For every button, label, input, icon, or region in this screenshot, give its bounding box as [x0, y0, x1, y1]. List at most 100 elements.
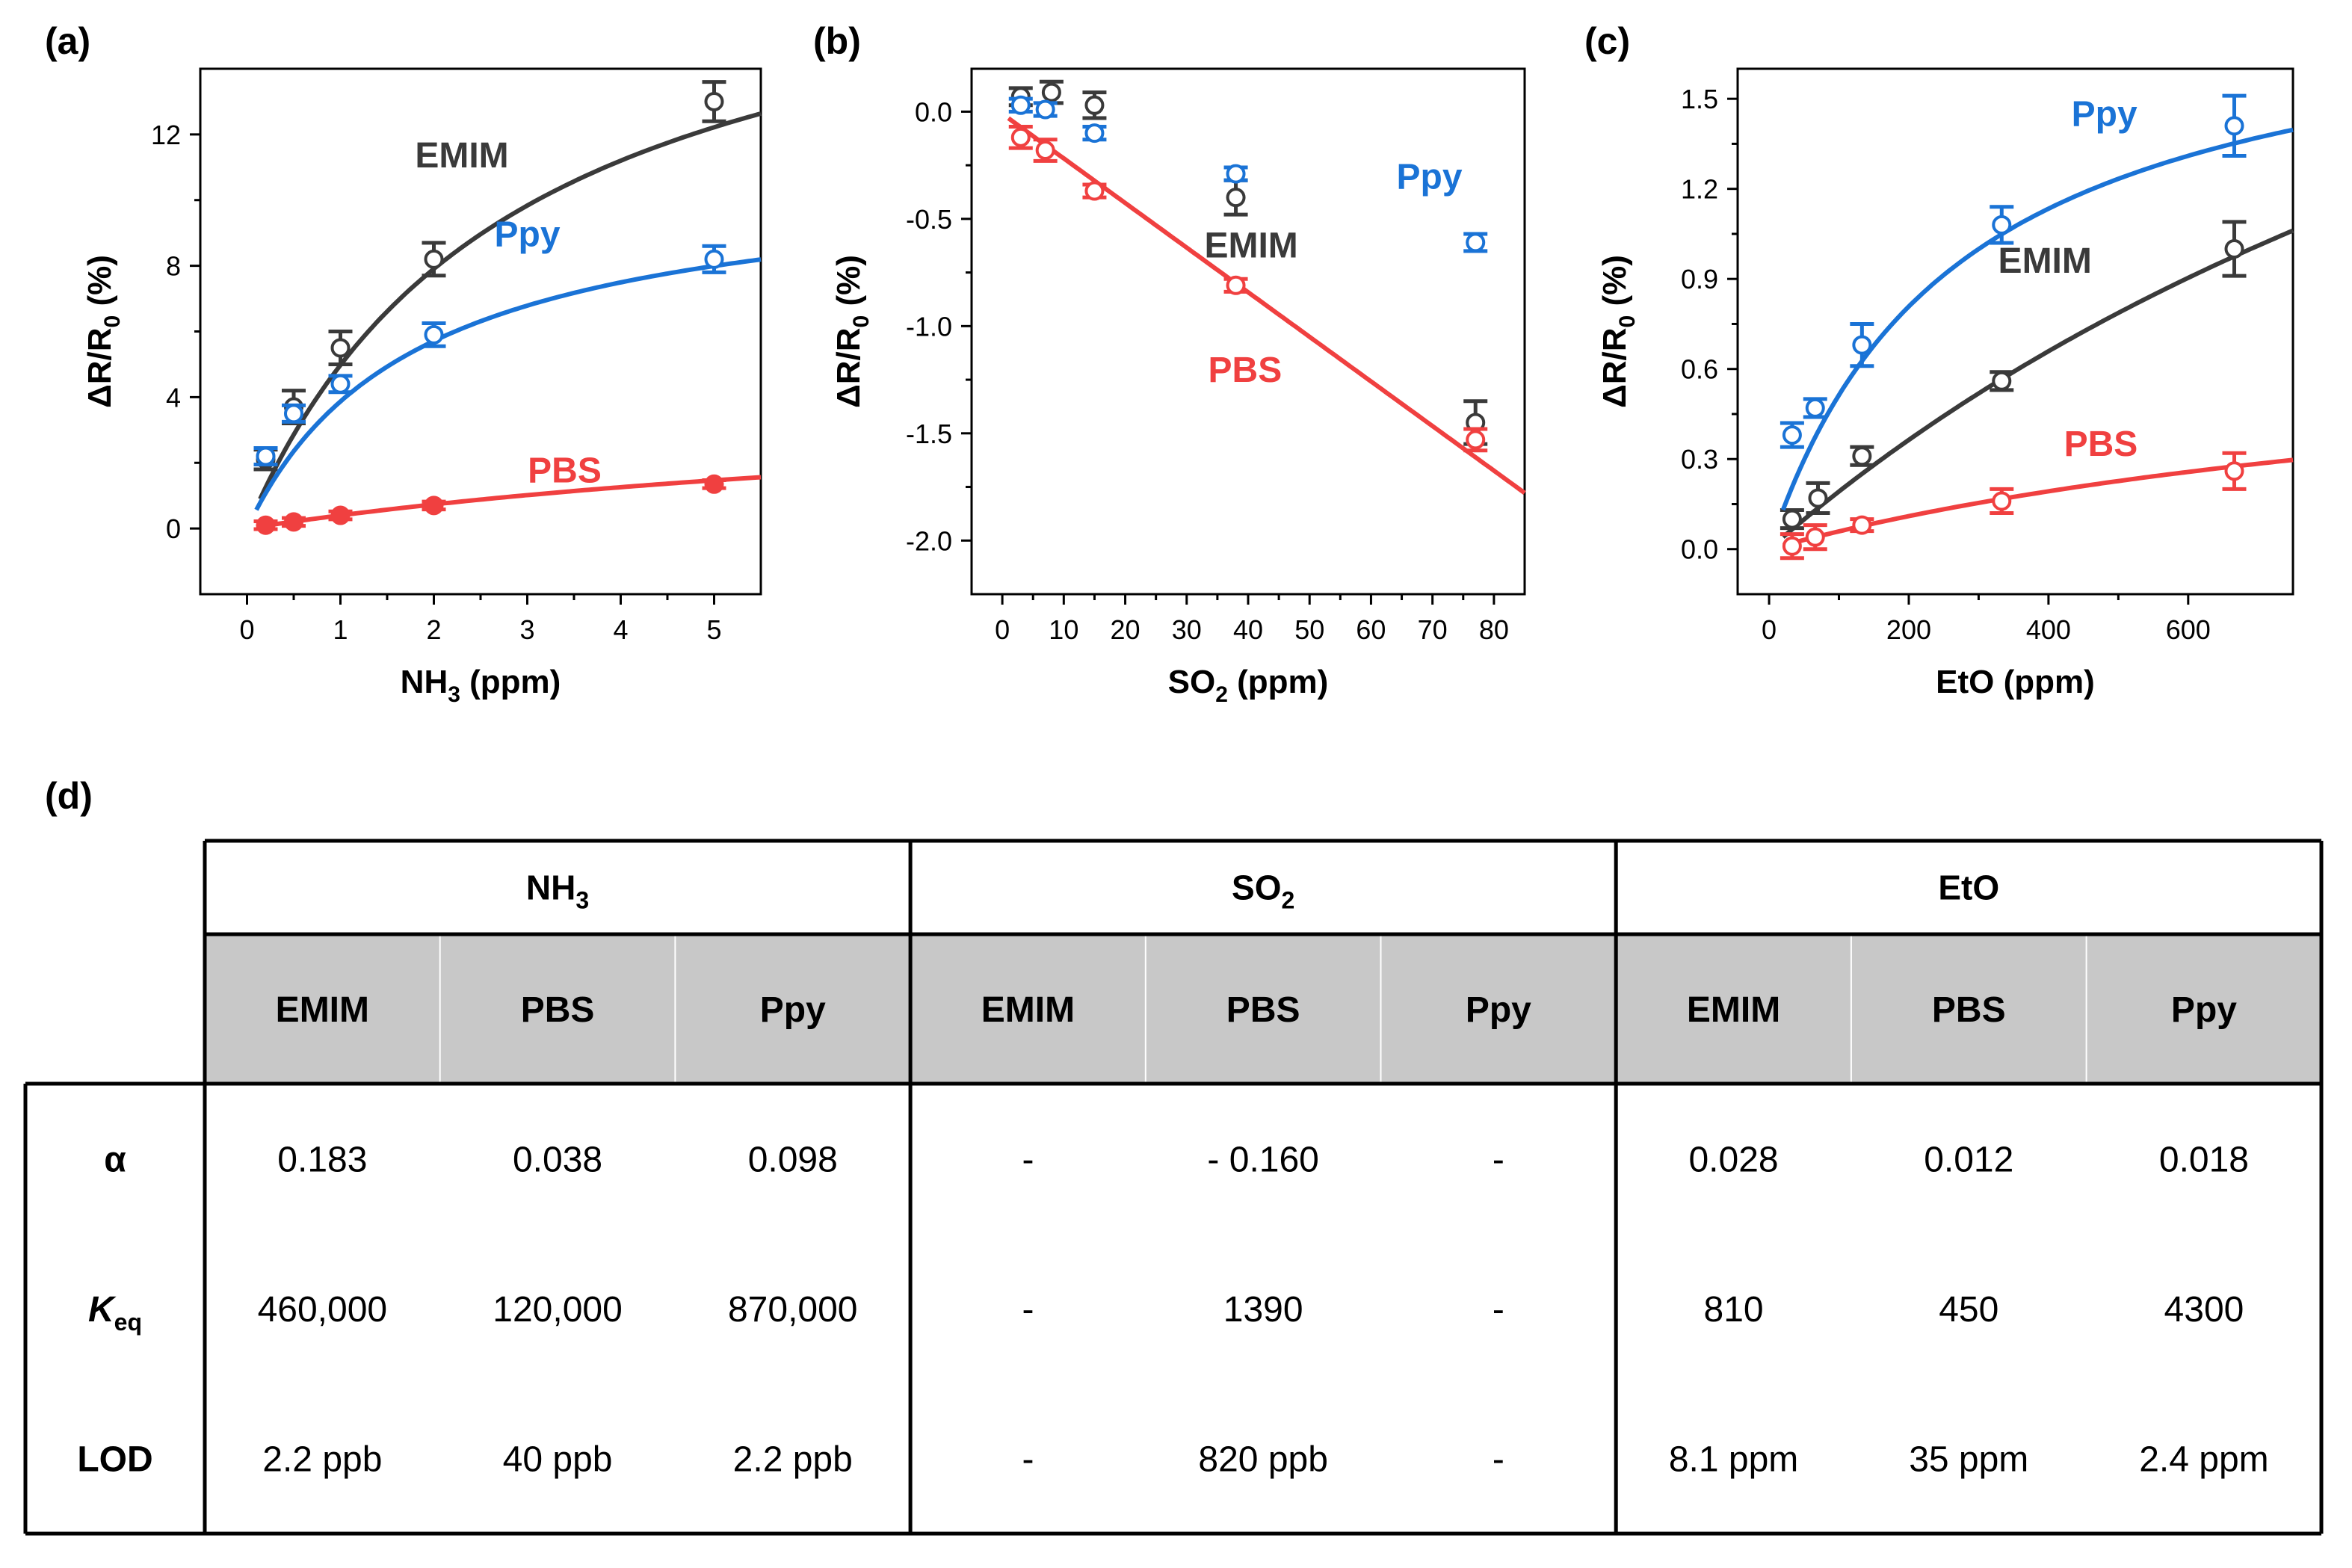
table-cell: -	[1022, 1290, 1034, 1330]
data-point-PBS	[702, 474, 726, 494]
marker	[1852, 446, 1872, 466]
x-tick-label: 400	[2026, 614, 2071, 645]
data-point-EMIM	[328, 330, 353, 366]
gas-header-main: EtO	[1938, 868, 1999, 907]
y-tick-label: -2.0	[906, 525, 952, 556]
plot-frame	[1736, 67, 2294, 596]
panel-label-c: (c)	[1584, 20, 1630, 62]
marker	[424, 324, 444, 345]
data-point-PBS	[1803, 523, 1827, 552]
row-label: LOD	[77, 1440, 152, 1480]
y-tick-label: 0.0	[1681, 534, 1718, 565]
x-axis-label-unit: (ppm)	[460, 664, 561, 700]
data-point-PBS	[1780, 532, 1804, 561]
series-label-EMIM: EMIM	[1204, 226, 1297, 266]
column-header: Ppy	[760, 990, 826, 1030]
x-tick-label: 0	[995, 614, 1010, 645]
table-cell: 40 ppb	[503, 1440, 613, 1480]
table-cell: 820 ppb	[1198, 1440, 1328, 1480]
fit-curve-Ppy	[1780, 127, 2294, 511]
x-axis-label-subscript: 3	[448, 682, 460, 707]
series-EMIM: EMIM	[1780, 220, 2294, 539]
table-cell: 450	[1939, 1290, 1998, 1330]
data-point-PBS	[253, 515, 278, 535]
data-point-EMIM	[1990, 370, 2014, 392]
y-tick-label: -1.5	[906, 419, 952, 449]
data-point-EMIM	[1806, 481, 1830, 516]
marker	[424, 496, 444, 516]
x-tick-label: 2	[426, 614, 441, 645]
marker	[1992, 371, 2012, 391]
y-tick-label: 0	[166, 513, 181, 544]
panel-label-a: (a)	[45, 20, 90, 62]
marker	[256, 446, 276, 466]
y-tick-label: 12	[151, 120, 181, 150]
series-label-EMIM: EMIM	[415, 136, 508, 176]
data-point-EMIM	[422, 241, 446, 278]
marker	[1084, 181, 1105, 201]
column-header: EMIM	[981, 990, 1075, 1030]
series-Ppy: Ppy	[1780, 93, 2294, 511]
marker	[1466, 232, 1486, 253]
series-PBS: PBS	[1780, 425, 2294, 561]
x-tick-label: 80	[1479, 614, 1509, 645]
y-axis-label-main: ΔR/R	[1596, 327, 1633, 407]
table-cell: -	[1493, 1140, 1504, 1179]
series-PBS: PBS	[253, 451, 762, 535]
series-label-PBS: PBS	[1209, 351, 1283, 390]
table-cell: 810	[1704, 1290, 1764, 1330]
y-tick-label: -1.0	[906, 311, 952, 342]
column-header: EMIM	[1687, 990, 1780, 1030]
data-point-Ppy	[1990, 205, 2014, 245]
column-header: PBS	[1226, 990, 1300, 1030]
x-tick-label: 60	[1356, 614, 1386, 645]
marker	[1084, 95, 1105, 115]
x-axis-label: EtO (ppm)	[1936, 664, 2095, 700]
table-cell: 1390	[1223, 1290, 1303, 1330]
marker	[704, 249, 724, 269]
table-cell: 35 ppm	[1909, 1440, 2028, 1480]
series-EMIM: EMIM	[253, 80, 762, 500]
column-header-band	[205, 934, 2321, 1084]
data-point-PBS	[1223, 275, 1248, 295]
data-point-Ppy	[328, 374, 353, 395]
y-tick-label: 0.6	[1681, 354, 1718, 385]
x-tick-label: 30	[1172, 614, 1202, 645]
series-label-EMIM: EMIM	[1998, 241, 2092, 281]
y-axis-label-subscript: 0	[1615, 315, 1640, 328]
y-tick-label: 0.0	[915, 96, 952, 127]
x-axis-label-unit: (ppm)	[1228, 664, 1328, 700]
data-point-PBS	[1082, 181, 1107, 201]
data-point-Ppy	[1082, 123, 1107, 143]
marker	[1226, 188, 1246, 208]
y-tick-label: -0.5	[906, 204, 952, 235]
x-tick-label: 200	[1886, 614, 1931, 645]
x-tick-label: 40	[1233, 614, 1263, 645]
marker	[1852, 335, 1872, 355]
marker	[1808, 488, 1828, 508]
data-point-Ppy	[253, 445, 278, 466]
x-axis-label-unit: (ppm)	[1994, 664, 2094, 700]
y-axis-label: ΔR/R0 (%)	[81, 255, 125, 408]
table-cell: 0.038	[513, 1140, 602, 1179]
x-tick-label: 0	[1762, 614, 1777, 645]
data-point-Ppy	[1463, 232, 1488, 253]
data-point-EMIM	[1780, 508, 1804, 531]
y-axis-label-unit: (%)	[830, 255, 867, 315]
data-point-EMIM	[702, 80, 726, 123]
x-axis-label: SO2 (ppm)	[1168, 664, 1329, 707]
marker	[2224, 461, 2244, 481]
data-point-EMIM	[1082, 90, 1107, 120]
marker	[330, 505, 351, 525]
marker	[256, 515, 276, 535]
x-tick-label: 70	[1418, 614, 1448, 645]
data-point-PBS	[282, 512, 306, 532]
table-cell: 0.012	[1924, 1140, 2013, 1179]
y-axis-label-main: ΔR/R	[81, 327, 118, 407]
series-label-Ppy: Ppy	[2072, 94, 2138, 134]
y-tick-label: 1.2	[1681, 174, 1718, 205]
data-point-PBS	[422, 496, 446, 516]
data-point-EMIM	[1223, 178, 1248, 217]
gas-header-subscript: 2	[1281, 887, 1294, 914]
marker	[1805, 527, 1825, 547]
